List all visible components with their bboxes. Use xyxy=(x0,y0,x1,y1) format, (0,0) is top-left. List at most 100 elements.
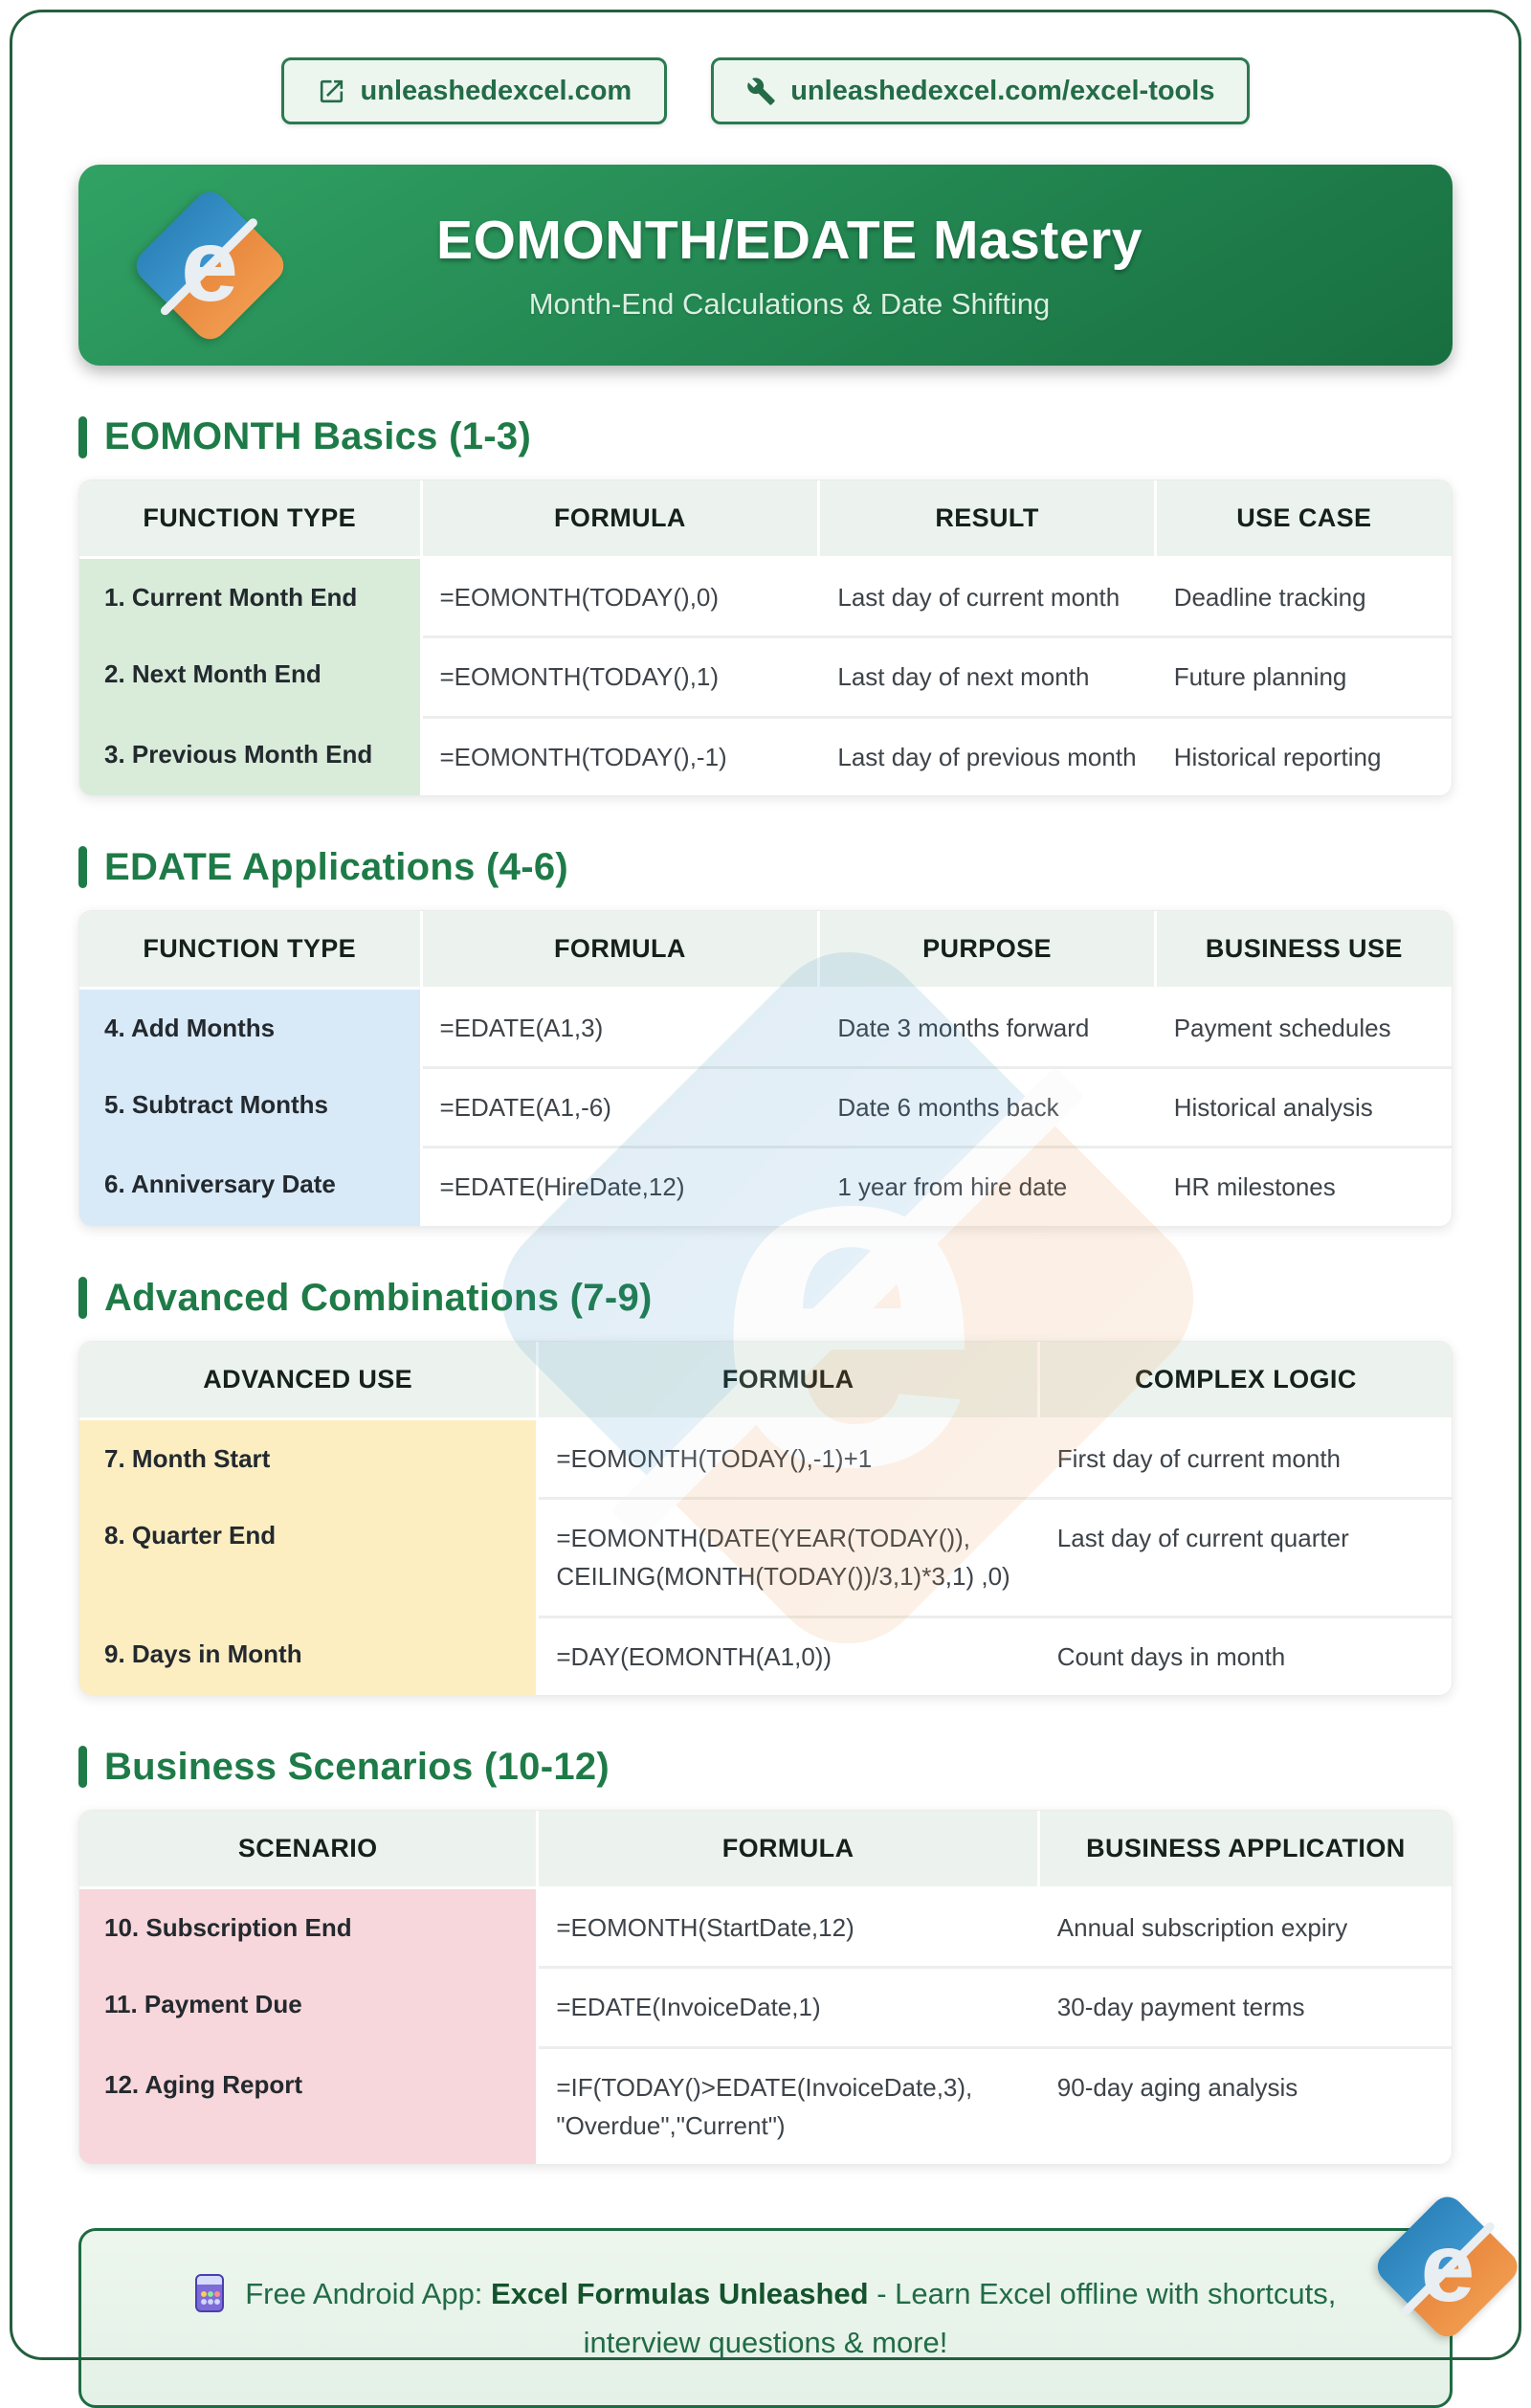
eomonth-basics-table: FUNCTION TYPE FORMULA RESULT USE CASE 1.… xyxy=(78,479,1453,796)
section-business-scenarios: Business Scenarios (10-12) SCENARIO FORM… xyxy=(78,1746,1453,2166)
row-label-cell: 3. Previous Month End xyxy=(79,715,423,795)
row-label-cell: 7. Month Start xyxy=(79,1419,540,1498)
website-link-badge[interactable]: unleashedexcel.com xyxy=(280,57,668,124)
row-label-cell: 10. Subscription End xyxy=(79,1888,540,1967)
logic-cell: Last day of current quarter xyxy=(1039,1497,1452,1616)
promo-app-name: Excel Formulas Unleashed xyxy=(491,2277,869,2311)
table-row: 10. Subscription End =EOMONTH(StartDate,… xyxy=(79,1888,1452,1967)
table-row: 3. Previous Month End =EOMONTH(TODAY(),-… xyxy=(79,715,1452,795)
table-row: 2. Next Month End =EOMONTH(TODAY(),1) La… xyxy=(79,635,1452,716)
result-cell: Last day of next month xyxy=(820,635,1157,716)
business-scenarios-table: SCENARIO FORMULA BUSINESS APPLICATION 10… xyxy=(78,1809,1453,2166)
formula-cell: =EOMONTH(TODAY(),-1)+1 xyxy=(539,1419,1040,1498)
section-heading: Business Scenarios (10-12) xyxy=(78,1746,1453,1789)
formula-cell: =IF(TODAY()>EDATE(InvoiceDate,3), "Overd… xyxy=(539,2045,1040,2165)
row-label-cell: 11. Payment Due xyxy=(79,1966,540,2046)
logic-cell: Count days in month xyxy=(1039,1615,1452,1695)
column-header: PURPOSE xyxy=(820,910,1157,987)
section-title: EDATE Applications (4-6) xyxy=(104,845,569,888)
row-label-cell: 1. Current Month End xyxy=(79,559,423,636)
row-label-cell: 2. Next Month End xyxy=(79,635,423,716)
calculator-icon xyxy=(194,2274,224,2313)
column-header: FUNCTION TYPE xyxy=(79,480,423,556)
purpose-cell: Date 3 months forward xyxy=(820,989,1157,1067)
tools-link-label: unleashedexcel.com/excel-tools xyxy=(790,75,1215,106)
table-row: 5. Subtract Months =EDATE(A1,-6) Date 6 … xyxy=(79,1066,1452,1147)
section-title: EOMONTH Basics (1-3) xyxy=(104,415,532,457)
row-label-cell: 5. Subtract Months xyxy=(79,1066,423,1147)
table-header-row: FUNCTION TYPE FORMULA RESULT USE CASE xyxy=(79,480,1452,559)
formula-cell: =EOMONTH(DATE(YEAR(TODAY()), CEILING(MON… xyxy=(539,1497,1040,1616)
table-header-row: ADVANCED USE FORMULA COMPLEX LOGIC xyxy=(79,1341,1452,1420)
formula-cell: =EOMONTH(TODAY(),-1) xyxy=(422,715,821,795)
column-header: FUNCTION TYPE xyxy=(79,910,423,987)
table-row: 6. Anniversary Date =EDATE(HireDate,12) … xyxy=(79,1146,1452,1226)
section-accent-bar xyxy=(78,415,87,458)
column-header: COMPLEX LOGIC xyxy=(1039,1341,1452,1417)
wrench-icon xyxy=(747,77,775,105)
result-cell: Last day of current month xyxy=(820,559,1157,636)
table-row: 9. Days in Month =DAY(EOMONTH(A1,0)) Cou… xyxy=(79,1615,1452,1695)
formula-cell: =EDATE(HireDate,12) xyxy=(422,1146,821,1226)
logic-cell: First day of current month xyxy=(1039,1419,1452,1498)
column-header: BUSINESS APPLICATION xyxy=(1039,1810,1452,1886)
business-use-cell: Payment schedules xyxy=(1156,989,1452,1067)
section-eomonth-basics: EOMONTH Basics (1-3) FUNCTION TYPE FORMU… xyxy=(78,415,1453,796)
purpose-cell: Date 6 months back xyxy=(820,1066,1157,1147)
column-header: ADVANCED USE xyxy=(79,1341,540,1417)
use-case-cell: Deadline tracking xyxy=(1156,559,1452,636)
result-cell: Last day of previous month xyxy=(820,715,1157,795)
header-banner: e EOMONTH/EDATE Mastery Month-End Calcul… xyxy=(78,165,1453,366)
use-case-cell: Future planning xyxy=(1156,635,1452,716)
tools-link-badge[interactable]: unleashedexcel.com/excel-tools xyxy=(711,57,1251,124)
section-edate-applications: EDATE Applications (4-6) FUNCTION TYPE F… xyxy=(78,846,1453,1227)
column-header: USE CASE xyxy=(1156,480,1452,556)
formula-cell: =EDATE(A1,3) xyxy=(422,989,821,1067)
table-row: 8. Quarter End =EOMONTH(DATE(YEAR(TODAY(… xyxy=(79,1497,1452,1616)
table-row: 11. Payment Due =EDATE(InvoiceDate,1) 30… xyxy=(79,1966,1452,2046)
business-use-cell: HR milestones xyxy=(1156,1146,1452,1226)
table-header-row: FUNCTION TYPE FORMULA PURPOSE BUSINESS U… xyxy=(79,910,1452,990)
formula-cell: =EDATE(A1,-6) xyxy=(422,1066,821,1147)
column-header: SCENARIO xyxy=(79,1810,540,1886)
formula-cell: =DAY(EOMONTH(A1,0)) xyxy=(539,1615,1040,1695)
promo-prefix: Free Android App: xyxy=(245,2277,483,2311)
row-label-cell: 12. Aging Report xyxy=(79,2045,540,2165)
section-heading: EOMONTH Basics (1-3) xyxy=(78,415,1453,458)
column-header: RESULT xyxy=(820,480,1157,556)
column-header: FORMULA xyxy=(539,1341,1040,1417)
application-cell: 90-day aging analysis xyxy=(1039,2045,1452,2165)
corner-brand-logo: e xyxy=(1370,2190,1525,2345)
table-row: 7. Month Start =EOMONTH(TODAY(),-1)+1 Fi… xyxy=(79,1419,1452,1498)
page-subtitle: Month-End Calculations & Date Shifting xyxy=(528,287,1051,321)
column-header: FORMULA xyxy=(422,480,821,556)
formula-cell: =EOMONTH(TODAY(),0) xyxy=(422,559,821,636)
website-link-label: unleashedexcel.com xyxy=(360,75,632,106)
row-label-cell: 9. Days in Month xyxy=(79,1615,540,1695)
section-heading: Advanced Combinations (7-9) xyxy=(78,1277,1453,1320)
business-use-cell: Historical analysis xyxy=(1156,1066,1452,1147)
section-advanced-combinations: Advanced Combinations (7-9) ADVANCED USE… xyxy=(78,1277,1453,1696)
table-row: 4. Add Months =EDATE(A1,3) Date 3 months… xyxy=(79,989,1452,1067)
column-header: BUSINESS USE xyxy=(1156,910,1452,987)
row-label-cell: 8. Quarter End xyxy=(79,1497,540,1616)
purpose-cell: 1 year from hire date xyxy=(820,1146,1157,1226)
section-heading: EDATE Applications (4-6) xyxy=(78,846,1453,889)
formula-cell: =EOMONTH(StartDate,12) xyxy=(539,1888,1040,1967)
application-cell: Annual subscription expiry xyxy=(1039,1888,1452,1967)
column-header: FORMULA xyxy=(539,1810,1040,1886)
promo-suffix: - Learn Excel offline with shortcuts, in… xyxy=(583,2277,1337,2360)
column-header: FORMULA xyxy=(422,910,821,987)
row-label-cell: 6. Anniversary Date xyxy=(79,1146,423,1226)
table-header-row: SCENARIO FORMULA BUSINESS APPLICATION xyxy=(79,1810,1452,1889)
formula-cell: =EDATE(InvoiceDate,1) xyxy=(539,1966,1040,2046)
table-row: 12. Aging Report =IF(TODAY()>EDATE(Invoi… xyxy=(79,2045,1452,2165)
section-title: Business Scenarios (10-12) xyxy=(104,1745,610,1788)
section-accent-bar xyxy=(78,1746,87,1789)
section-title: Advanced Combinations (7-9) xyxy=(104,1276,653,1319)
application-cell: 30-day payment terms xyxy=(1039,1966,1452,2046)
header-text: EOMONTH/EDATE Mastery Month-End Calculat… xyxy=(291,209,1288,322)
app-promo-banner: Free Android App: Excel Formulas Unleash… xyxy=(78,2228,1453,2408)
row-label-cell: 4. Add Months xyxy=(79,989,423,1067)
advanced-combinations-table: ADVANCED USE FORMULA COMPLEX LOGIC 7. Mo… xyxy=(78,1340,1453,1696)
